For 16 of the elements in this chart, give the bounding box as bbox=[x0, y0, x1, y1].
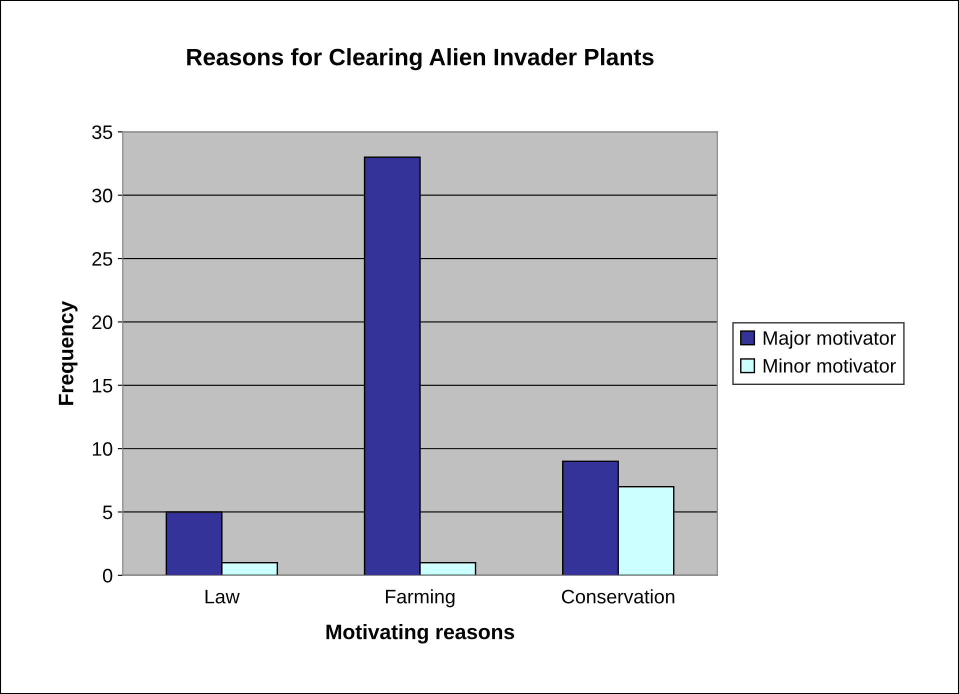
y-tick-label: 35 bbox=[92, 125, 112, 140]
y-tick-label: 5 bbox=[102, 506, 112, 520]
y-tick-label: 25 bbox=[92, 252, 112, 266]
y-axis-title: Frequency bbox=[58, 301, 78, 405]
y-tick-label: 15 bbox=[92, 378, 112, 393]
x-axis-title: Motivating reasons bbox=[326, 624, 514, 644]
legend-label: Major motivator bbox=[764, 330, 896, 349]
legend-label: Minor motivator bbox=[764, 358, 896, 373]
y-tick-label: 30 bbox=[92, 188, 112, 202]
y-tick-label: 10 bbox=[92, 442, 112, 456]
x-tick-label: Conservation bbox=[562, 589, 674, 604]
x-tick-label: Farming bbox=[386, 589, 454, 608]
x-tick-label: Law bbox=[206, 590, 240, 604]
chart-title: Reasons for Clearing Alien Invader Plants bbox=[187, 48, 654, 70]
y-tick-label: 0 bbox=[102, 568, 112, 583]
y-tick-label: 20 bbox=[92, 315, 112, 330]
